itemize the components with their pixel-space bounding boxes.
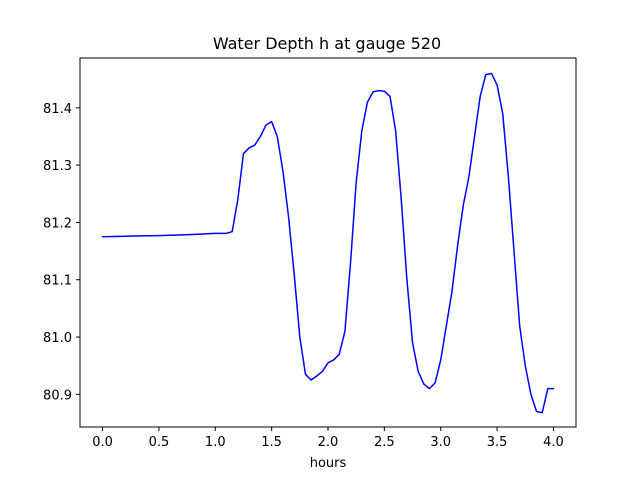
y-tick-label: 81.3	[43, 159, 72, 174]
series-line-0	[101, 72, 555, 414]
x-tick-label: 0.5	[149, 435, 170, 450]
y-tick-label: 80.9	[43, 388, 72, 403]
x-tick-label: 2.0	[318, 435, 339, 450]
y-tick-label: 81.0	[43, 331, 72, 346]
y-axis: 80.9 81.0 81.1 81.2 81.3 81.4	[43, 102, 80, 403]
x-tick-label: 3.0	[430, 435, 451, 450]
x-tick-label: 1.0	[205, 435, 226, 450]
y-tick-label: 81.1	[43, 274, 72, 289]
y-tick-label: 81.2	[43, 216, 72, 231]
x-axis: 0.0 0.5 1.0 1.5 2.0 2.5 3.0 3.5 4.0	[92, 427, 564, 450]
x-axis-label: hours	[310, 456, 347, 471]
axes-frame	[79, 57, 577, 428]
x-tick-label: 0.0	[92, 435, 113, 450]
chart-title: Water Depth h at gauge 520	[213, 34, 441, 53]
x-tick-label: 4.0	[543, 435, 564, 450]
x-tick-label: 3.5	[487, 435, 508, 450]
x-tick-label: 1.5	[261, 435, 282, 450]
plot-area	[101, 72, 555, 414]
x-tick-label: 2.5	[374, 435, 395, 450]
y-tick-label: 81.4	[43, 102, 72, 117]
